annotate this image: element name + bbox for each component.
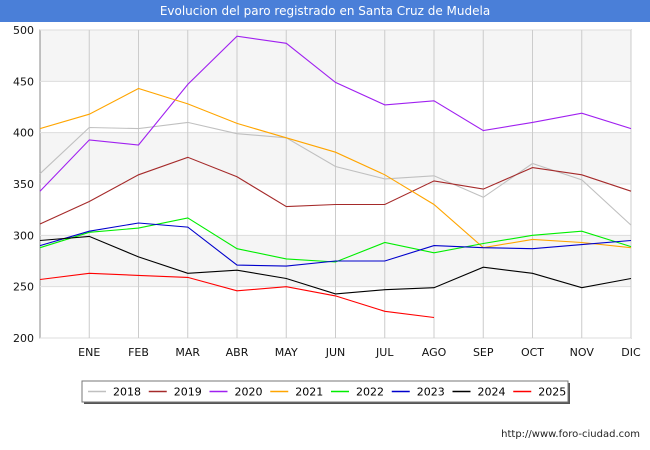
y-tick-label: 300 <box>13 229 34 242</box>
series-line-2021 <box>39 87 632 249</box>
y-tick-label: 400 <box>13 127 34 140</box>
x-tick-label: AGO <box>422 346 447 359</box>
y-tick-label: 200 <box>13 332 34 345</box>
series-line-2020 <box>39 35 632 192</box>
legend-label: 2022 <box>356 386 384 399</box>
x-tick-label: SEP <box>473 346 494 359</box>
x-tick-label: DIC <box>621 346 641 359</box>
series-line-2023 <box>39 222 632 267</box>
legend-label: 2020 <box>235 386 263 399</box>
x-tick-label: JUL <box>375 346 394 359</box>
series-line-2019 <box>39 156 632 225</box>
y-tick-label: 450 <box>13 75 34 88</box>
legend-label: 2023 <box>417 386 445 399</box>
chart-title: Evolucion del paro registrado en Santa C… <box>0 0 650 22</box>
y-tick-label: 250 <box>13 281 34 294</box>
legend-box <box>81 380 569 403</box>
y-axis-ticks: 200 250 300 350 400 450 500 <box>13 24 34 345</box>
legend-label: 2021 <box>295 386 323 399</box>
series-line-2022 <box>39 217 632 263</box>
grid-lines <box>40 29 632 339</box>
series-line-2018 <box>39 121 632 226</box>
x-axis-ticks: ENE FEB MAR ABR MAY JUN JUL AGO SEP OCT NOV DIC <box>78 346 641 359</box>
legend-label: 2018 <box>113 386 141 399</box>
source-credit[interactable]: http://www.foro-ciudad.com <box>501 429 640 440</box>
x-tick-label: FEB <box>128 346 149 359</box>
x-tick-label: JUN <box>325 346 346 359</box>
x-tick-label: MAR <box>175 346 200 359</box>
series-lines <box>39 35 632 319</box>
series-line-2024 <box>39 235 632 295</box>
y-tick-label: 350 <box>13 178 34 191</box>
legend-label: 2024 <box>478 386 506 399</box>
legend-label: 2019 <box>174 386 202 399</box>
series-line-2025 <box>39 272 435 319</box>
x-tick-label: ENE <box>78 346 100 359</box>
x-tick-label: OCT <box>521 346 544 359</box>
x-tick-label: MAY <box>275 346 298 359</box>
y-tick-label: 500 <box>13 24 34 37</box>
x-tick-label: NOV <box>570 346 595 359</box>
legend-label: 2025 <box>538 386 566 399</box>
x-tick-label: ABR <box>226 346 249 359</box>
legend: 2018 2019 2020 2021 2022 2023 2024 2025 <box>81 380 570 404</box>
